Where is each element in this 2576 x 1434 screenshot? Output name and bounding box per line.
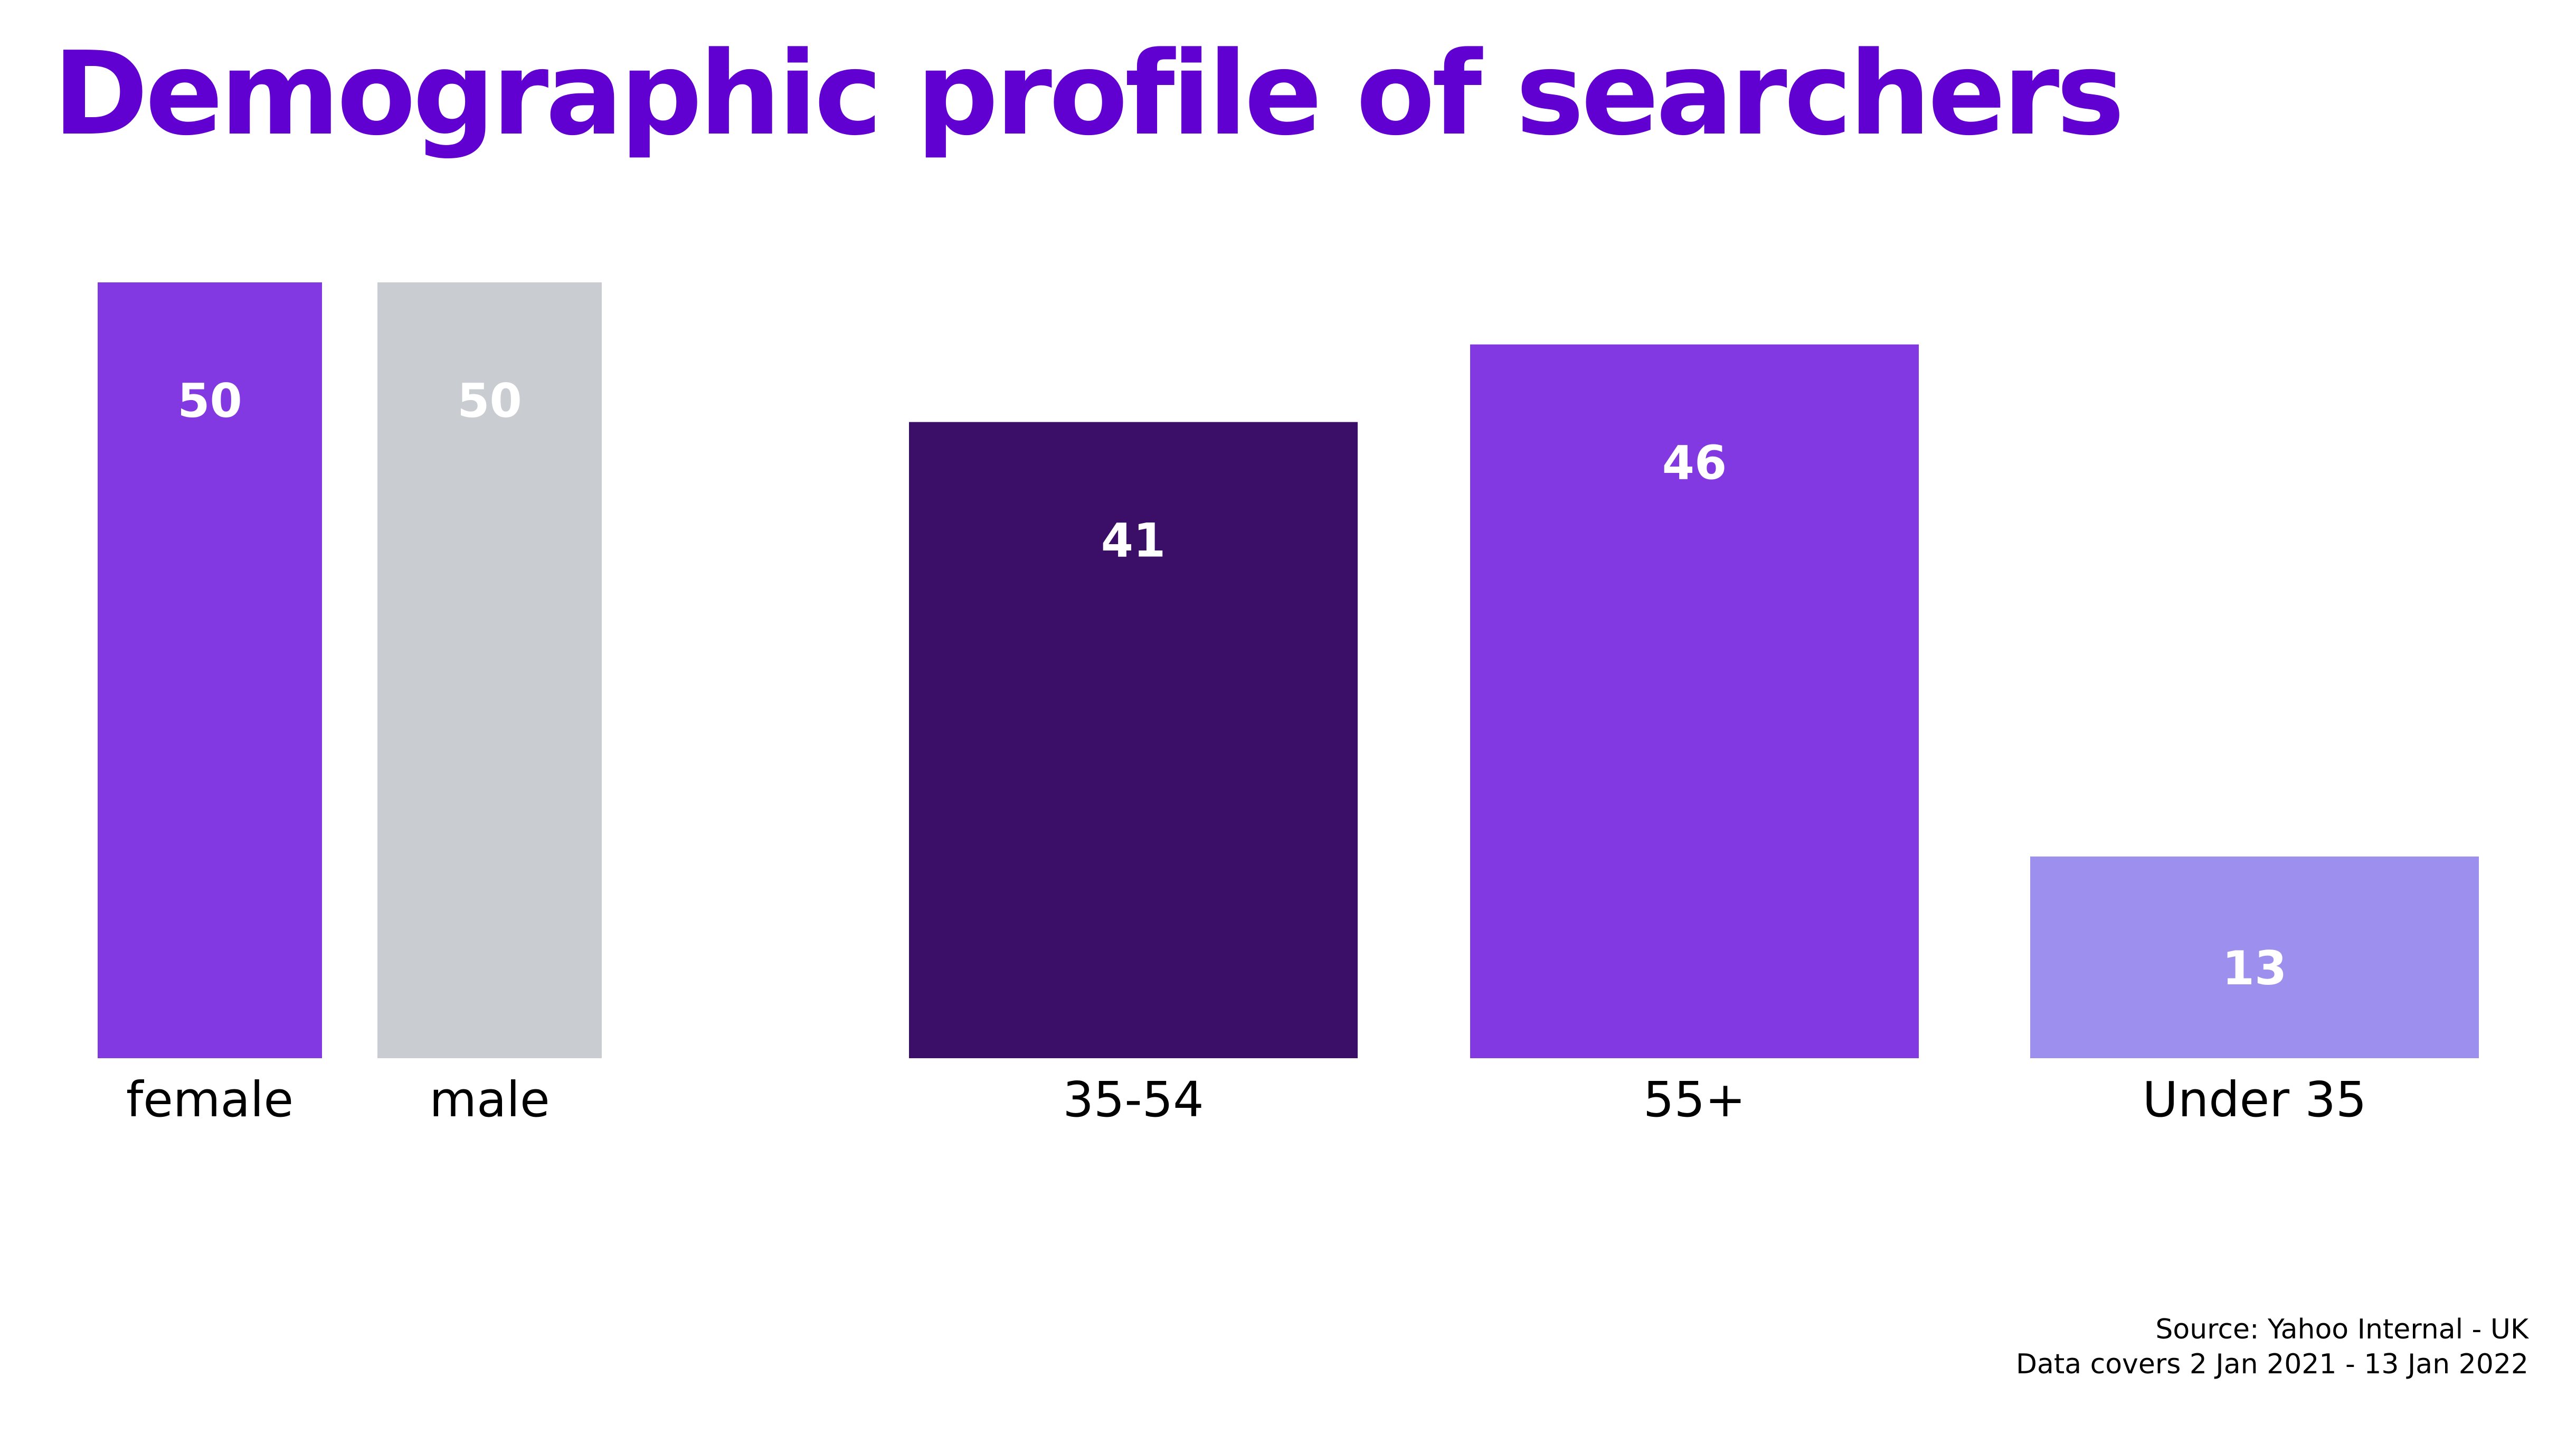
source-line: Source: Yahoo Internal - UK (2155, 1314, 2528, 1345)
bar-55-plus (1470, 344, 1919, 1058)
value-label-under-35: 13 (2222, 941, 2287, 995)
category-label-55-plus: 55+ (1643, 1071, 1746, 1128)
bar-male (377, 282, 602, 1058)
bar-under-35 (2030, 856, 2479, 1058)
category-label-male: male (429, 1071, 550, 1128)
value-label-35-54: 41 (1101, 514, 1166, 568)
value-label-male: 50 (457, 374, 522, 428)
source-note: Source: Yahoo Internal - UK Data covers … (2016, 1312, 2528, 1382)
chart-title: Demographic profile of searchers (53, 27, 2125, 161)
bar-female (98, 282, 322, 1058)
value-label-female: 50 (177, 374, 242, 428)
category-label-under-35: Under 35 (2143, 1071, 2367, 1128)
category-label-35-54: 35-54 (1063, 1071, 1204, 1128)
date-range-line: Data covers 2 Jan 2021 - 13 Jan 2022 (2015, 1348, 2528, 1380)
category-label-female: female (126, 1071, 293, 1128)
value-label-55-plus: 46 (1662, 436, 1727, 490)
bar-35-54 (909, 422, 1358, 1058)
